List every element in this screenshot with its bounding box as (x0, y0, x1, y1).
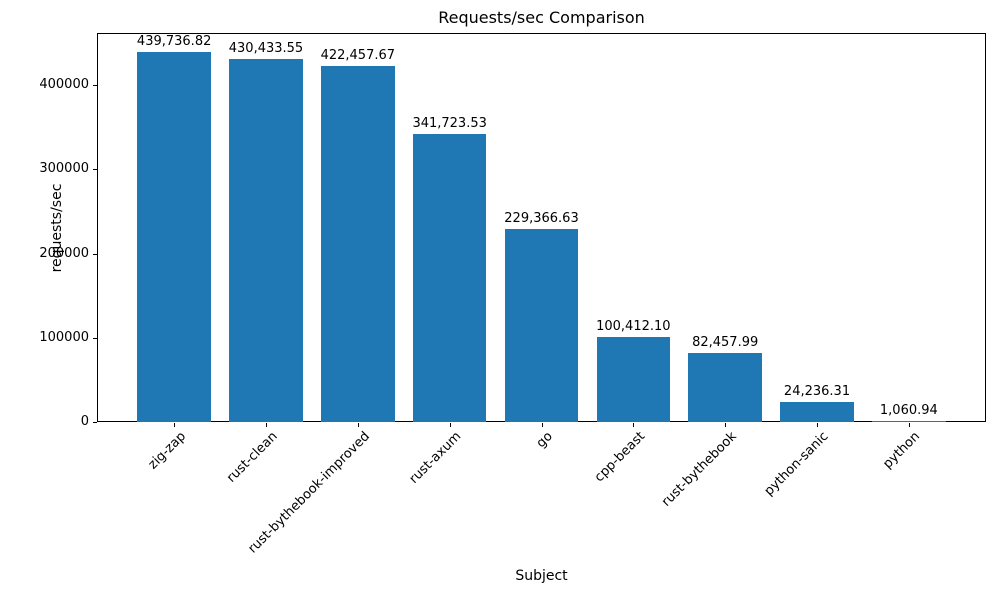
x-tick-label-cpp-beast: cpp-beast (591, 429, 648, 486)
bar-value-label: 100,412.10 (596, 319, 671, 334)
bar-value-label: 82,457.99 (692, 335, 759, 350)
y-tick-mark (93, 85, 97, 86)
x-tick-mark (357, 423, 359, 427)
y-tick-label: 100000 (39, 329, 89, 345)
bar-value-label: 422,457.67 (320, 48, 396, 63)
x-tick-label-rust-bythebook: rust-bythebook (659, 429, 740, 510)
y-tick-mark (93, 253, 97, 255)
bar-go (504, 229, 579, 422)
x-axis-label: Subject (515, 568, 568, 584)
x-tick-mark (541, 423, 543, 427)
bar-zig-zap (137, 52, 211, 422)
x-tick-label-go: go (534, 429, 557, 452)
x-tick-mark (725, 423, 727, 427)
y-tick-label: 400000 (39, 77, 89, 92)
bar-value-label: 1,060.94 (879, 403, 938, 418)
x-tick-mark (817, 423, 819, 427)
y-tick-mark (93, 169, 97, 171)
bar-python (872, 421, 946, 422)
bar-value-label: 439,736.82 (136, 34, 212, 49)
y-tick-label: 200000 (39, 245, 89, 261)
bar-rust-axum (412, 134, 487, 422)
y-tick-mark (93, 337, 97, 339)
bar-rust-bythebook (688, 353, 762, 422)
x-tick-mark (174, 423, 176, 427)
bar-rust-bythebook-improved (321, 66, 395, 422)
bar-python-sanic (780, 402, 854, 422)
x-tick-mark (265, 423, 267, 427)
x-tick-label-rust-clean: rust-clean (223, 429, 281, 486)
bar-value-label: 24,236.31 (783, 384, 851, 399)
bar-cpp-beast (596, 337, 671, 422)
x-tick-label-zig-zap: zig-zap (145, 429, 189, 473)
bar-value-label: 229,366.63 (504, 211, 579, 226)
y-tick-label: 0 (80, 414, 89, 429)
x-tick-label-rust-axum: rust-axum (406, 429, 465, 487)
x-tick-mark (449, 423, 451, 427)
bar-value-label: 430,433.55 (228, 41, 304, 56)
x-tick-mark (633, 423, 635, 427)
bar-rust-clean (229, 59, 303, 422)
x-tick-label-python: python (880, 429, 924, 472)
x-tick-label-python-sanic: python-sanic (761, 429, 832, 499)
y-tick-label: 300000 (39, 161, 89, 177)
y-tick-mark (93, 422, 97, 423)
chart-title: Requests/sec Comparison (438, 8, 645, 27)
bar-value-label: 341,723.53 (412, 116, 487, 131)
x-tick-mark (908, 423, 910, 427)
